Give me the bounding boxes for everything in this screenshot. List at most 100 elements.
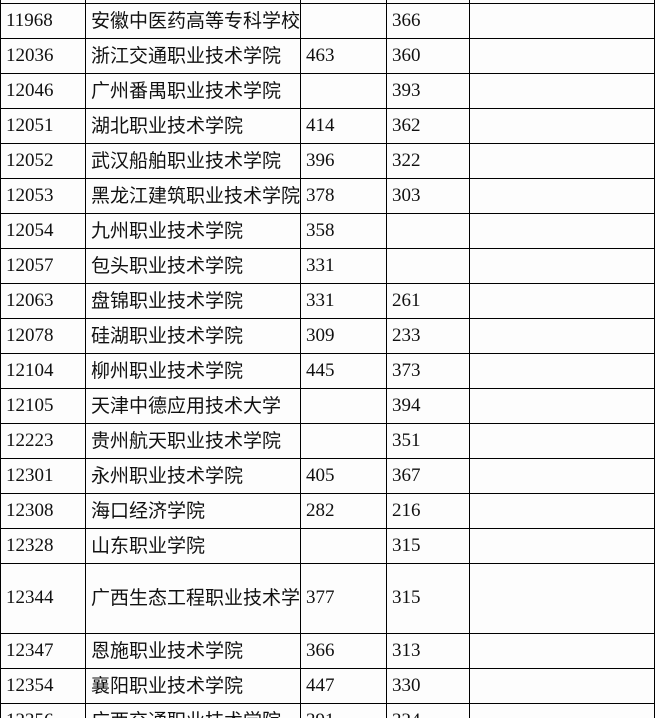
cell-school-name[interactable]: 海口经济学院 [85, 493, 301, 529]
cell-school-name[interactable]: 硅湖职业技术学院 [85, 318, 301, 354]
cell-school-code[interactable]: 12356 [0, 703, 86, 718]
cell-school-name[interactable]: 广西生态工程职业技术学院 [85, 563, 301, 634]
cell-score-1[interactable] [300, 423, 387, 459]
cell-score-1[interactable]: 445 [300, 353, 387, 389]
cell-score-2[interactable]: 303 [386, 178, 470, 214]
cell-school-name[interactable]: 柳州职业技术学院 [85, 353, 301, 389]
cell-school-code[interactable]: 12354 [0, 668, 86, 704]
table-row[interactable]: 12356广西交通职业技术学院391324 [0, 703, 655, 718]
cell-score-1[interactable]: 282 [300, 493, 387, 529]
cell-school-code[interactable]: 12347 [0, 633, 86, 669]
table-row[interactable]: 12301 永州职业技术学院 405 367 [0, 458, 655, 494]
cell-school-name[interactable]: 黑龙江建筑职业技术学院 [85, 178, 301, 214]
cell-score-1[interactable]: 414 [300, 108, 387, 144]
cell-score-2[interactable]: 366 [386, 3, 470, 39]
cell-school-code[interactable]: 12046 [0, 73, 86, 109]
cell-score-2[interactable] [386, 213, 470, 249]
cell-school-code[interactable]: 12036 [0, 38, 86, 74]
cell-empty[interactable] [469, 633, 655, 669]
cell-score-2[interactable]: 313 [386, 633, 470, 669]
cell-empty[interactable] [469, 458, 655, 494]
cell-school-name[interactable]: 盘锦职业技术学院 [85, 283, 301, 319]
table-row[interactable]: 12036 浙江交通职业技术学院 463 360 [0, 38, 655, 74]
cell-score-2[interactable]: 367 [386, 458, 470, 494]
cell-score-2[interactable]: 351 [386, 423, 470, 459]
cell-score-2[interactable]: 216 [386, 493, 470, 529]
cell-school-code[interactable]: 12308 [0, 493, 86, 529]
cell-empty[interactable] [469, 143, 655, 179]
cell-score-2[interactable]: 315 [386, 528, 470, 564]
cell-school-name[interactable]: 恩施职业技术学院 [85, 633, 301, 669]
table-row[interactable]: 12057 包头职业技术学院 331 [0, 248, 655, 284]
table-row[interactable]: 12354 襄阳职业技术学院 447 330 [0, 668, 655, 704]
table-row[interactable]: 12308 海口经济学院 282 216 [0, 493, 655, 529]
cell-score-1[interactable]: 463 [300, 38, 387, 74]
cell-empty[interactable] [469, 493, 655, 529]
table-row[interactable]: 12046 广州番禺职业技术学院 393 [0, 73, 655, 109]
cell-score-2[interactable]: 362 [386, 108, 470, 144]
table-row[interactable]: 12347 恩施职业技术学院 366 313 [0, 633, 655, 669]
cell-empty[interactable] [469, 248, 655, 284]
cell-school-name[interactable]: 湖北职业技术学院 [85, 108, 301, 144]
table-row[interactable]: 12053 黑龙江建筑职业技术学院 378 303 [0, 178, 655, 214]
cell-school-name[interactable]: 永州职业技术学院 [85, 458, 301, 494]
cell-score-2[interactable]: 330 [386, 668, 470, 704]
cell-empty[interactable] [469, 213, 655, 249]
table-row[interactable]: 12104 柳州职业技术学院 445 373 [0, 353, 655, 389]
cell-empty[interactable] [469, 178, 655, 214]
cell-school-code[interactable]: 12105 [0, 388, 86, 424]
cell-score-1[interactable]: 358 [300, 213, 387, 249]
cell-school-name[interactable]: 广西交通职业技术学院 [85, 703, 301, 718]
cell-school-code[interactable]: 11968 [0, 3, 86, 39]
cell-school-name[interactable]: 天津中德应用技术大学 [85, 388, 301, 424]
cell-school-name[interactable]: 襄阳职业技术学院 [85, 668, 301, 704]
cell-score-2[interactable]: 393 [386, 73, 470, 109]
cell-school-code[interactable]: 12328 [0, 528, 86, 564]
cell-school-code[interactable]: 12051 [0, 108, 86, 144]
cell-score-2[interactable]: 394 [386, 388, 470, 424]
cell-school-code[interactable]: 12052 [0, 143, 86, 179]
cell-empty[interactable] [469, 353, 655, 389]
cell-school-code[interactable]: 12057 [0, 248, 86, 284]
cell-empty[interactable] [469, 703, 655, 718]
cell-empty[interactable] [469, 388, 655, 424]
cell-school-name[interactable]: 广州番禺职业技术学院 [85, 73, 301, 109]
cell-school-code[interactable]: 12078 [0, 318, 86, 354]
cell-empty[interactable] [469, 528, 655, 564]
cell-score-1[interactable]: 405 [300, 458, 387, 494]
cell-school-name[interactable]: 浙江交通职业技术学院 [85, 38, 301, 74]
cell-score-1[interactable]: 377 [300, 563, 387, 634]
cell-school-code[interactable]: 12054 [0, 213, 86, 249]
table-row[interactable]: 12052 武汉船舶职业技术学院 396 322 [0, 143, 655, 179]
table-row[interactable]: 12051 湖北职业技术学院 414 362 [0, 108, 655, 144]
cell-empty[interactable] [469, 563, 655, 634]
table-row[interactable]: 11968 安徽中医药高等专科学校 366 [0, 3, 655, 39]
cell-empty[interactable] [469, 423, 655, 459]
cell-score-1[interactable] [300, 528, 387, 564]
cell-empty[interactable] [469, 283, 655, 319]
cell-score-2[interactable]: 315 [386, 563, 470, 634]
cell-school-code[interactable]: 12104 [0, 353, 86, 389]
cell-empty[interactable] [469, 38, 655, 74]
table-row[interactable]: 12078 硅湖职业技术学院 309 233 [0, 318, 655, 354]
cell-school-name[interactable]: 九州职业技术学院 [85, 213, 301, 249]
cell-school-code[interactable]: 12301 [0, 458, 86, 494]
cell-school-code[interactable]: 12344 [0, 563, 86, 634]
table-row[interactable]: 12328 山东职业学院 315 [0, 528, 655, 564]
table-row[interactable]: 12344 广西生态工程职业技术学院 377 315 [0, 563, 655, 634]
cell-score-2[interactable]: 261 [386, 283, 470, 319]
cell-score-2[interactable]: 373 [386, 353, 470, 389]
cell-school-code[interactable]: 12053 [0, 178, 86, 214]
cell-school-code[interactable]: 12223 [0, 423, 86, 459]
table-row[interactable]: 12223 贵州航天职业技术学院 351 [0, 423, 655, 459]
cell-school-name[interactable]: 安徽中医药高等专科学校 [85, 3, 301, 39]
cell-school-name[interactable]: 包头职业技术学院 [85, 248, 301, 284]
cell-empty[interactable] [469, 108, 655, 144]
cell-score-1[interactable]: 366 [300, 633, 387, 669]
cell-score-2[interactable]: 360 [386, 38, 470, 74]
cell-score-1[interactable]: 331 [300, 283, 387, 319]
cell-school-name[interactable]: 贵州航天职业技术学院 [85, 423, 301, 459]
cell-score-1[interactable]: 309 [300, 318, 387, 354]
cell-score-1[interactable]: 391 [300, 703, 387, 718]
